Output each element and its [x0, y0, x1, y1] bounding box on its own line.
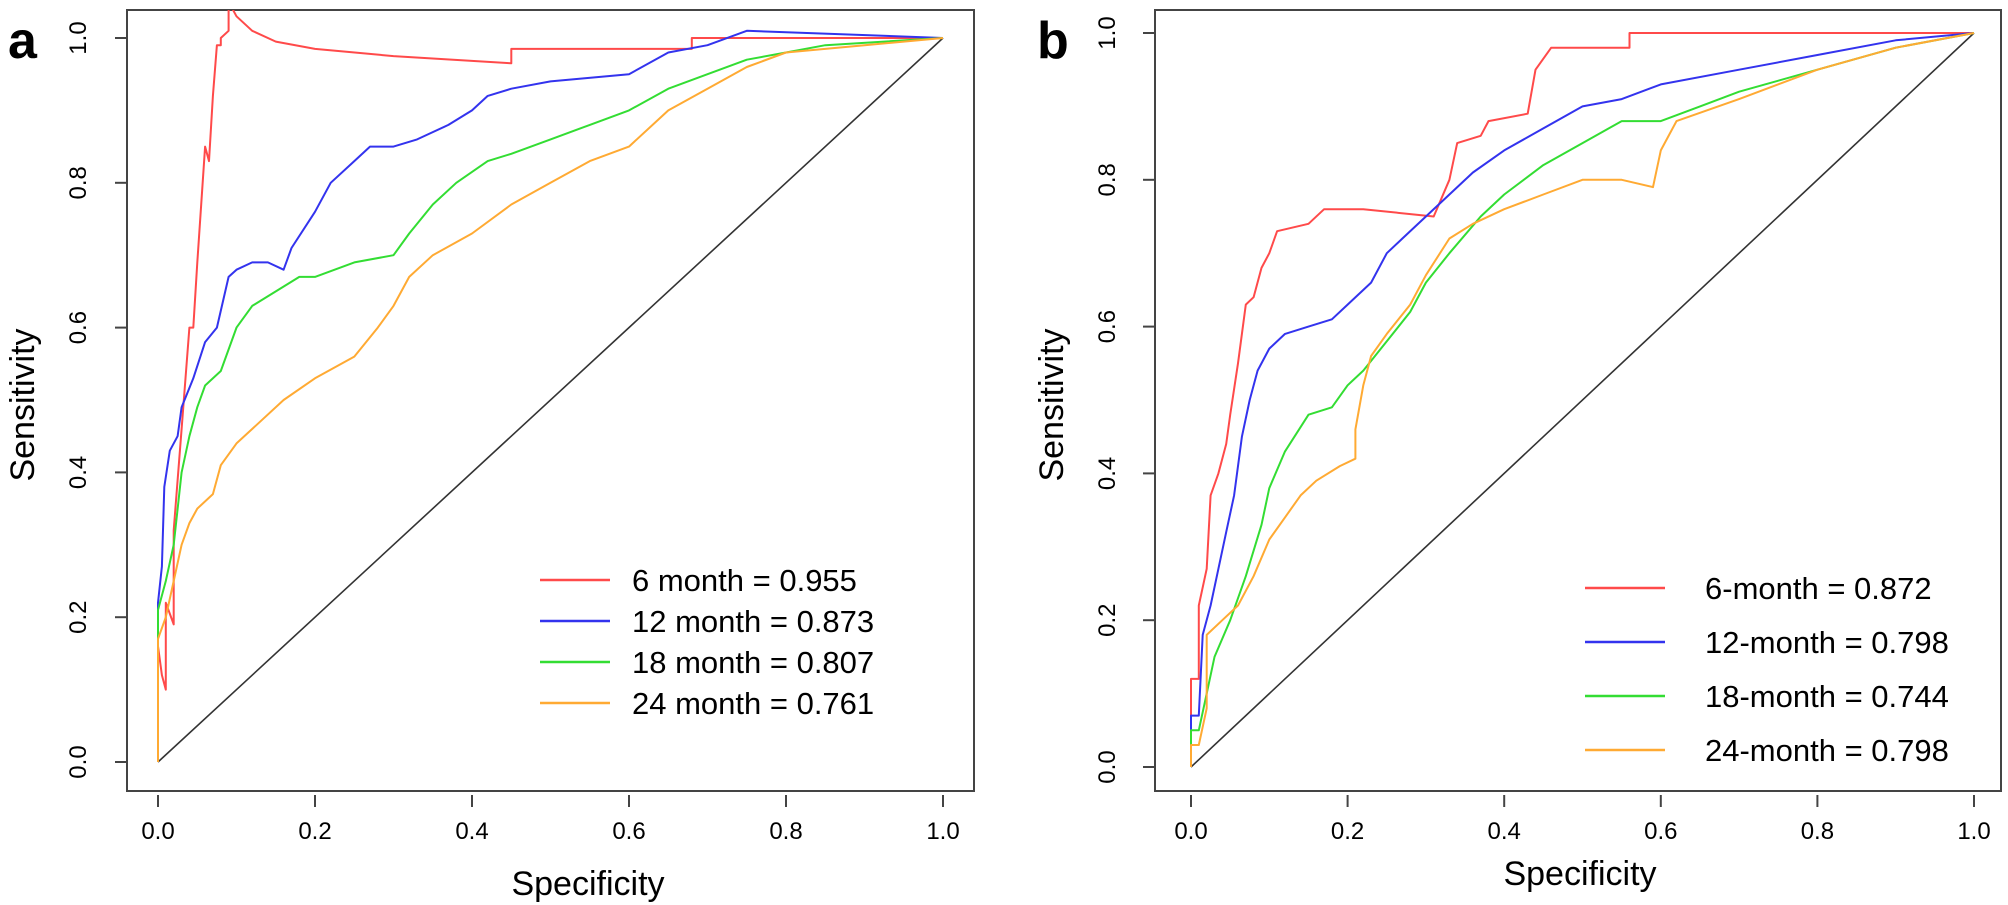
panel-b-legend: 6-month = 0.872 12-month = 0.798 18-month …	[1585, 571, 1949, 768]
panel-b-series-line-4	[1190, 32, 1975, 767]
panel-a-label: a	[8, 12, 38, 70]
panel-a-x-tick-label: 0.8	[769, 818, 802, 845]
panel-a-x-axis-title: Specificity	[511, 865, 664, 903]
panel-a-reference-diagonal	[157, 37, 944, 763]
panel-b-legend-label-4: 24-month = 0.798	[1705, 733, 1949, 768]
panel-b-x-tick-label: 0.6	[1644, 818, 1677, 845]
panel-b-x-axis: 0.0 0.2 0.4 0.6 0.8 1.0	[1174, 795, 1991, 845]
panel-a-series-line-4	[157, 37, 944, 762]
panel-b-legend-label-2: 12-month = 0.798	[1705, 625, 1949, 660]
panel-b-series-line-3	[1190, 32, 1975, 767]
panel-a-x-tick-label: 0.4	[455, 818, 488, 845]
panel-a-legend-label-3: 18 month = 0.807	[632, 645, 874, 680]
panel-a-y-tick-label: 0.8	[65, 166, 92, 199]
panel-a-y-axis: 0.0 0.2 0.4 0.6 0.8 1.0	[65, 21, 127, 779]
panel-b-y-tick-label: 0.6	[1094, 310, 1121, 343]
panel-a-x-tick-label: 0.2	[298, 818, 331, 845]
panel-b-y-tick-label: 0.0	[1094, 750, 1121, 783]
panel-b-y-axis: 0.0 0.2 0.4 0.6 0.8 1.0	[1094, 16, 1155, 784]
panel-a-legend-label-4: 24 month = 0.761	[632, 686, 874, 721]
panel-b-label: b	[1037, 12, 1069, 70]
panel-a-legend-label-1: 6 month = 0.955	[632, 563, 857, 598]
panel-a-x-axis: 0.0 0.2 0.4 0.6 0.8 1.0	[141, 795, 960, 845]
panel-b: b 0.0 0.2 0.4 0.6 0.8 1.0 0.00.20.40.60.81.0 …	[1033, 9, 2002, 893]
panel-b-x-tick-label: 0.4	[1488, 818, 1521, 845]
panel-b-y-tick-label: 1.0	[1094, 16, 1121, 49]
panel-a-x-tick-label: 0.6	[612, 818, 645, 845]
panel-a-series-line-1	[157, 10, 943, 762]
panel-b-x-tick-label: 0.8	[1801, 818, 1834, 845]
panel-b-x-tick-label: 0.0	[1174, 818, 1207, 845]
panel-a-series-line-3	[157, 37, 944, 762]
panel-a: a 0.0 0.2 0.4 0.6 0.8 1.0 0.00.20.40.60.81.0 …	[4, 9, 975, 903]
panel-b-y-axis-title: Sensitivity	[1033, 328, 1071, 481]
panel-b-y-tick-label: 0.2	[1094, 604, 1121, 637]
panel-a-y-tick-label: 0.0	[65, 745, 92, 778]
panel-a-series-line-2	[157, 29, 944, 762]
panel-b-x-tick-label: 0.2	[1331, 818, 1364, 845]
panel-a-plot-frame	[126, 9, 975, 792]
panel-a-y-axis-title: Sensitivity	[4, 328, 42, 481]
panel-b-series-line-2	[1190, 32, 1975, 767]
panel-b-legend-label-3: 18-month = 0.744	[1705, 679, 1949, 714]
panel-b-legend-label-1: 6-month = 0.872	[1705, 571, 1932, 606]
panel-a-legend: 6 month = 0.955 12 month = 0.873 18 month …	[540, 563, 874, 721]
panel-b-x-axis-title: Specificity	[1503, 855, 1656, 893]
panel-a-y-tick-label: 0.4	[65, 456, 92, 489]
panel-a-legend-label-2: 12 month = 0.873	[632, 604, 874, 639]
panel-a-series	[157, 10, 944, 763]
panel-b-y-tick-label: 0.4	[1094, 457, 1121, 490]
panel-a-y-tick-label: 0.2	[65, 601, 92, 634]
panel-b-series-line-1	[1190, 32, 1974, 767]
panel-b-reference-diagonal	[1190, 32, 1975, 768]
panel-b-y-tick-label: 0.8	[1094, 163, 1121, 196]
panel-a-y-tick-label: 0.6	[65, 311, 92, 344]
panel-a-x-tick-label: 1.0	[926, 818, 959, 845]
panel-b-x-tick-label: 1.0	[1957, 818, 1990, 845]
panel-b-series	[1190, 32, 1975, 768]
panel-a-y-tick-label: 1.0	[65, 21, 92, 54]
panel-a-x-tick-label: 0.0	[141, 818, 174, 845]
panel-b-plot-frame	[1154, 9, 2002, 792]
